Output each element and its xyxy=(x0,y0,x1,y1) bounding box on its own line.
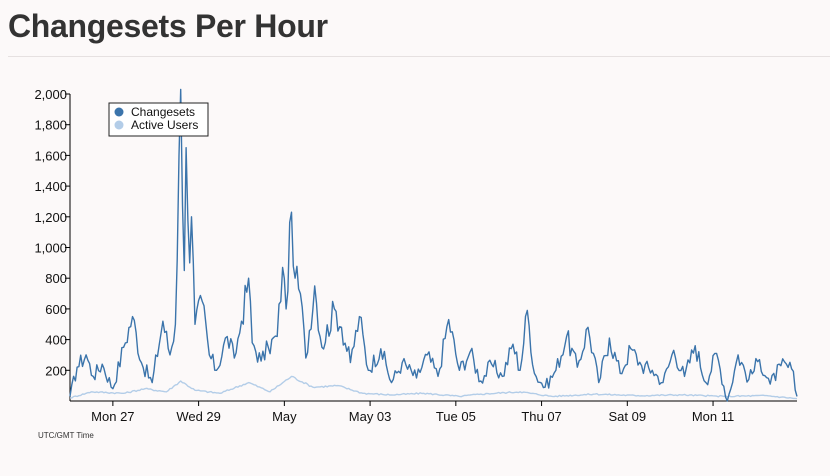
y-tick-label: 1,600 xyxy=(34,148,67,163)
y-axis: 200 400 600 800 1,000 1,200 1,400 1,600 1,800 2,0… xyxy=(34,87,71,401)
legend-label: Active Users xyxy=(131,118,198,132)
timezone-note: UTC/GMT Time xyxy=(38,431,94,440)
y-tick-label: 800 xyxy=(45,271,67,286)
x-tick-label: Mon 27 xyxy=(91,409,134,424)
y-tick-label: 1,200 xyxy=(34,210,67,225)
x-tick-label: Tue 05 xyxy=(436,409,476,424)
x-tick-label: Sat 09 xyxy=(609,409,647,424)
legend-label: Changesets xyxy=(131,105,195,119)
x-tick-label: May 03 xyxy=(349,409,392,424)
series-layer xyxy=(69,88,798,402)
x-tick-label: Wed 29 xyxy=(176,409,221,424)
y-tick-label: 200 xyxy=(45,363,67,378)
y-tick-label: 1,800 xyxy=(34,118,67,133)
legend-box xyxy=(108,102,209,137)
active-users-line xyxy=(70,375,798,400)
page-title: Changesets Per Hour xyxy=(8,8,328,44)
title-divider xyxy=(8,56,830,57)
legend-swatch xyxy=(114,107,124,117)
x-axis: Mon 27 Wed 29 May May 03 Tue 05 Thu 07 Sat 09 M… xyxy=(70,400,797,424)
changesets-line xyxy=(69,88,798,402)
x-tick-label: Mon 11 xyxy=(692,409,734,424)
y-tick-label: 400 xyxy=(45,333,67,348)
y-tick-label: 600 xyxy=(45,302,67,317)
y-tick-label: 2,000 xyxy=(34,87,67,102)
legend-swatch xyxy=(114,120,124,130)
x-tick-label: May xyxy=(272,409,297,424)
x-tick-label: Thu 07 xyxy=(521,409,561,424)
y-tick-label: 1,400 xyxy=(34,179,67,194)
y-tick-label: 1,000 xyxy=(34,241,67,256)
